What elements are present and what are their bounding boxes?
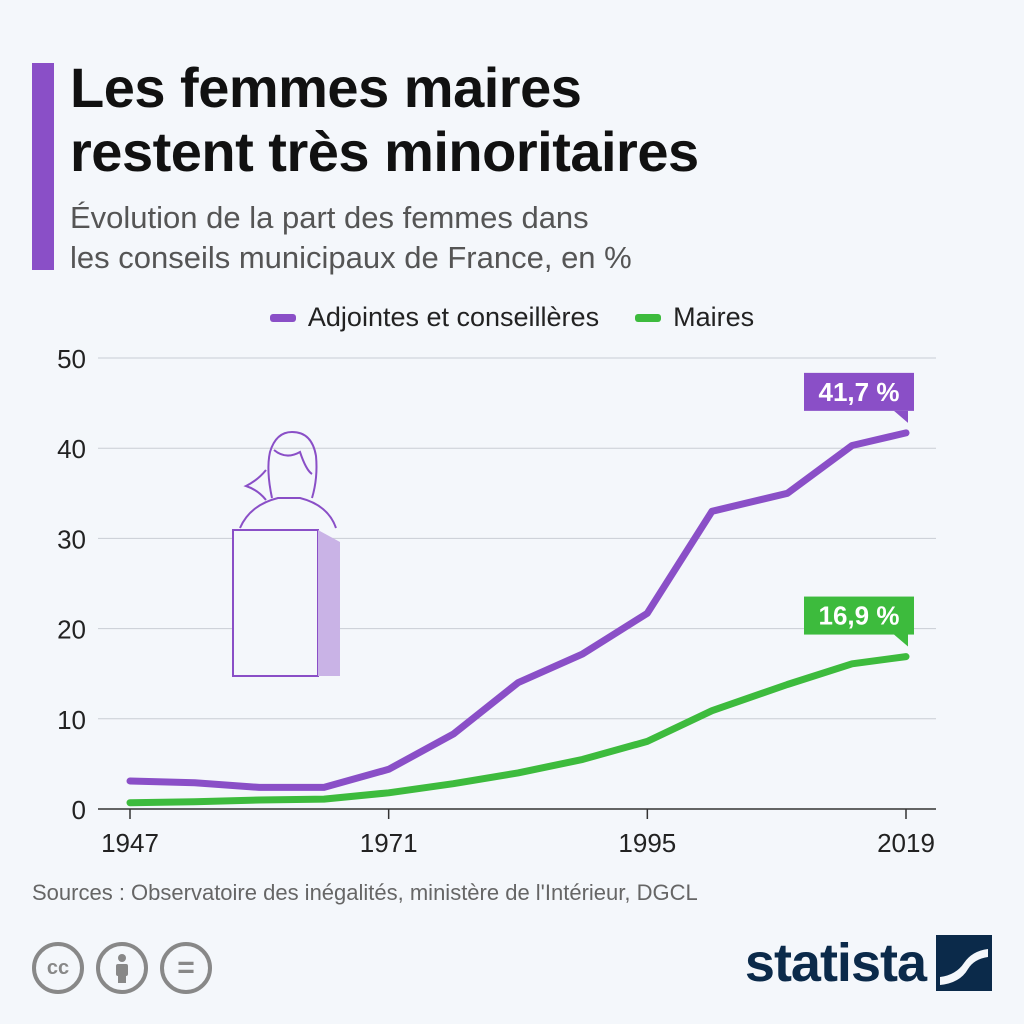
title-line-2: restent très minoritaires	[70, 120, 699, 183]
legend-label-adjointes: Adjointes et conseillères	[307, 302, 600, 332]
end-label-pointer-0	[894, 410, 908, 423]
title-line-1: Les femmes maires	[70, 56, 582, 119]
statista-mark-icon	[936, 935, 992, 991]
legend-item-adjointes: Adjointes et conseillères	[269, 302, 600, 333]
y-tick-label: 10	[57, 705, 86, 735]
accent-bar	[32, 63, 54, 270]
end-label-box-1	[804, 596, 914, 635]
woman-at-podium-illustration	[232, 430, 340, 677]
legend-label-maires: Maires	[673, 302, 755, 332]
by-icon[interactable]	[96, 942, 148, 994]
chart-legend: Adjointes et conseillères Maires	[0, 302, 1024, 333]
x-tick-label: 2019	[877, 828, 935, 858]
legend-item-maires: Maires	[635, 302, 754, 333]
subtitle: Évolution de la part des femmes dans les…	[70, 198, 632, 278]
subtitle-line-1: Évolution de la part des femmes dans	[70, 200, 589, 235]
license-icons: cc =	[32, 942, 224, 994]
x-tick-label: 1947	[101, 828, 159, 858]
end-label-text-1: 16,9 %	[819, 601, 900, 631]
chart-end-labels: 41,7 % 16,9 %	[804, 372, 914, 647]
chart-lines	[126, 429, 910, 807]
end-label-box-0	[804, 372, 914, 411]
page-title: Les femmes maires restent très minoritai…	[70, 56, 699, 184]
nd-icon[interactable]: =	[160, 942, 212, 994]
brand-name: statista	[744, 933, 927, 993]
cc-icon[interactable]: cc	[32, 942, 84, 994]
x-tick-label: 1995	[618, 828, 676, 858]
y-tick-label: 30	[57, 524, 86, 554]
series-line-1	[126, 653, 910, 807]
legend-swatch-purple	[269, 313, 296, 322]
series-line-0	[126, 429, 910, 791]
y-tick-label: 20	[57, 615, 86, 645]
end-label-pointer-1	[894, 634, 908, 647]
statista-logo[interactable]: statista	[745, 932, 992, 994]
line-chart: 0 10 20 30 40 50 1947 1971 1995 2019 41,7 % 16,9 %	[57, 344, 936, 858]
source-note: Sources : Observatoire des inégalités, m…	[32, 880, 698, 905]
y-tick-label: 50	[57, 344, 86, 374]
subtitle-line-2: les conseils municipaux de France, en %	[70, 240, 632, 275]
legend-swatch-green	[635, 313, 662, 322]
chart-grid: 0 10 20 30 40 50 1947 1971 1995 2019	[57, 344, 936, 858]
end-label-text-0: 41,7 %	[819, 377, 900, 407]
y-tick-label: 0	[72, 795, 86, 825]
y-tick-label: 40	[57, 434, 86, 464]
x-tick-label: 1971	[360, 828, 418, 858]
